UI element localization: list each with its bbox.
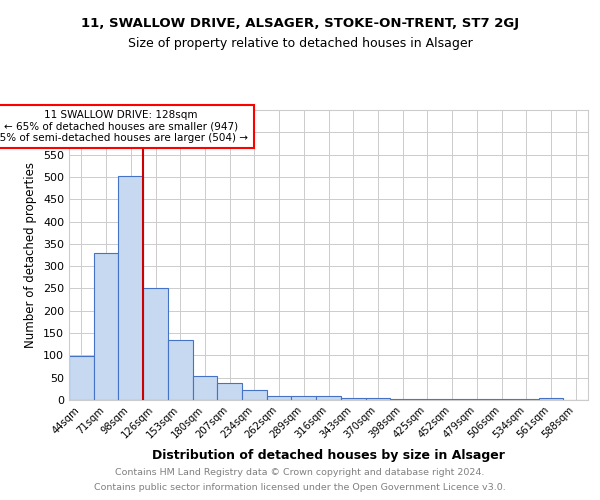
Text: 11, SWALLOW DRIVE, ALSAGER, STOKE-ON-TRENT, ST7 2GJ: 11, SWALLOW DRIVE, ALSAGER, STOKE-ON-TRE…: [81, 18, 519, 30]
Bar: [242, 390, 267, 400]
Bar: [292, 396, 316, 400]
Bar: [217, 383, 242, 400]
Bar: [316, 396, 341, 400]
Bar: [118, 176, 143, 400]
Bar: [464, 399, 489, 400]
Text: Contains public sector information licensed under the Open Government Licence v3: Contains public sector information licen…: [94, 483, 506, 492]
Bar: [415, 399, 440, 400]
Bar: [440, 399, 464, 400]
Y-axis label: Number of detached properties: Number of detached properties: [25, 162, 37, 348]
Bar: [514, 399, 539, 400]
Bar: [341, 398, 365, 400]
Bar: [193, 376, 217, 400]
Bar: [267, 396, 292, 400]
Bar: [489, 399, 514, 400]
X-axis label: Distribution of detached houses by size in Alsager: Distribution of detached houses by size …: [152, 449, 505, 462]
Bar: [390, 398, 415, 400]
Bar: [94, 253, 118, 400]
Text: Size of property relative to detached houses in Alsager: Size of property relative to detached ho…: [128, 38, 472, 51]
Bar: [69, 356, 94, 400]
Bar: [365, 398, 390, 400]
Bar: [143, 288, 168, 400]
Text: 11 SWALLOW DRIVE: 128sqm
← 65% of detached houses are smaller (947)
35% of semi-: 11 SWALLOW DRIVE: 128sqm ← 65% of detach…: [0, 110, 248, 143]
Bar: [168, 340, 193, 400]
Text: Contains HM Land Registry data © Crown copyright and database right 2024.: Contains HM Land Registry data © Crown c…: [115, 468, 485, 477]
Bar: [539, 398, 563, 400]
